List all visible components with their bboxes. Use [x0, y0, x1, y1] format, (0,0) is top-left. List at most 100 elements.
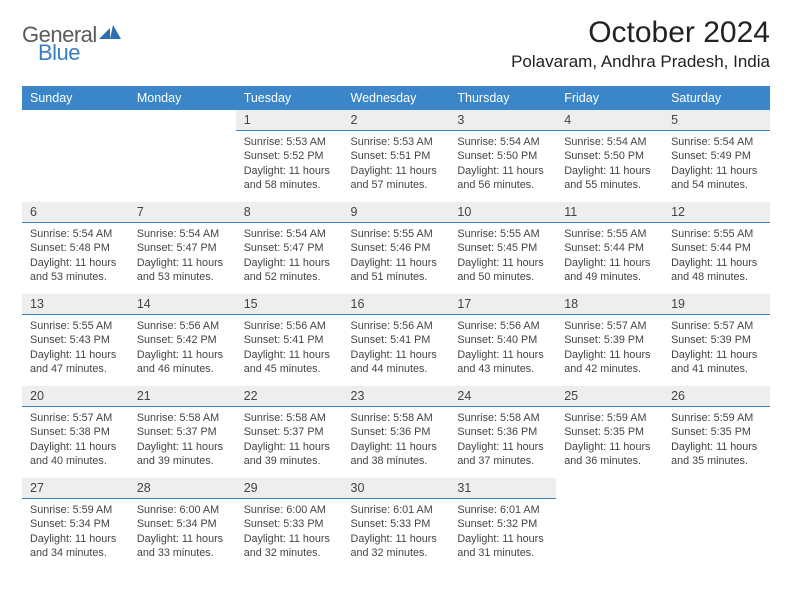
day-line: Sunrise: 5:56 AM: [351, 320, 433, 332]
day-content-row: Sunrise: 5:59 AMSunset: 5:34 PMDaylight:…: [22, 499, 770, 571]
day-number: 5: [663, 110, 770, 131]
day-cell: Sunrise: 5:56 AMSunset: 5:42 PMDaylight:…: [129, 315, 236, 387]
day-cell: [663, 499, 770, 571]
day-number: 3: [449, 110, 556, 131]
day-number: 25: [556, 386, 663, 407]
day-cell: Sunrise: 6:00 AM Sunset: 5:33 PM Daylight:…: [236, 499, 343, 571]
day-number: 8: [236, 202, 343, 223]
day-number: 9: [343, 202, 450, 223]
day-line: Daylight: 11 hours: [457, 165, 543, 177]
calendar-body: 12345Sunrise: 5:53 AMSunset: 5:52 PMDayl…: [22, 110, 770, 570]
day-line: Sunrise: 5:58 AM: [244, 412, 326, 424]
day-header: Saturday: [663, 86, 770, 110]
day-line: Sunrise: 5:55 AM: [457, 228, 539, 240]
day-line: Sunrise: 5:54 AM: [137, 228, 219, 240]
day-line: Daylight: 11 hours: [137, 533, 223, 545]
day-line: and 53 minutes.: [30, 271, 107, 283]
day-line: Daylight: 11 hours: [137, 257, 223, 269]
calendar-table: Sunday Monday Tuesday Wednesday Thursday…: [22, 86, 770, 570]
day-line: and 55 minutes.: [564, 179, 641, 191]
day-cell: Sunrise: 5:54 AMSunset: 5:50 PMDaylight:…: [556, 131, 663, 203]
day-number-row: 20212223242526: [22, 386, 770, 407]
day-line: Sunrise: 5:59 AM: [30, 504, 112, 516]
day-cell: Sunrise: 5:55 AMSunset: 5:46 PMDaylight:…: [343, 223, 450, 295]
day-header: Thursday: [449, 86, 556, 110]
day-number: 20: [22, 386, 129, 407]
day-number-row: 13141516171819: [22, 294, 770, 315]
day-header: Wednesday: [343, 86, 450, 110]
day-cell: Sunrise: 5:53 AMSunset: 5:52 PMDaylight:…: [236, 131, 343, 203]
day-cell: Sunrise: 5:58 AMSunset: 5:37 PMDaylight:…: [236, 407, 343, 479]
day-line: Sunset: 5:47 PM: [137, 242, 217, 254]
day-line: Daylight: 11 hours: [351, 165, 437, 177]
day-line: and 34 minutes.: [30, 547, 107, 559]
day-line: Sunset: 5:48 PM: [30, 242, 110, 254]
day-line: Sunrise: 5:56 AM: [457, 320, 539, 332]
day-line: Sunrise: 5:54 AM: [30, 228, 112, 240]
day-line: Daylight: 11 hours: [671, 257, 757, 269]
day-line: Daylight: 11 hours: [671, 349, 757, 361]
day-line: and 31 minutes.: [457, 547, 534, 559]
day-cell: Sunrise: 5:53 AMSunset: 5:51 PMDaylight:…: [343, 131, 450, 203]
day-cell: Sunrise: 5:54 AMSunset: 5:50 PMDaylight:…: [449, 131, 556, 203]
day-line: Sunset: 5:39 PM: [671, 334, 751, 346]
day-content-row: Sunrise: 5:53 AMSunset: 5:52 PMDaylight:…: [22, 131, 770, 203]
day-cell: Sunrise: 5:55 AMSunset: 5:44 PMDaylight:…: [663, 223, 770, 295]
day-line: and 33 minutes.: [137, 547, 214, 559]
day-cell: Sunrise: 5:59 AMSunset: 5:35 PMDaylight:…: [556, 407, 663, 479]
day-line: Sunset: 5:33 PM: [244, 518, 324, 530]
location: Polavaram, Andhra Pradesh, India: [511, 52, 770, 72]
day-cell: Sunrise: 5:58 AMSunset: 5:37 PMDaylight:…: [129, 407, 236, 479]
day-line: Sunset: 5:33 PM: [351, 518, 431, 530]
day-line: Sunset: 5:44 PM: [564, 242, 644, 254]
day-number: 1: [236, 110, 343, 131]
day-cell: Sunrise: 5:59 AMSunset: 5:35 PMDaylight:…: [663, 407, 770, 479]
day-line: Daylight: 11 hours: [564, 165, 650, 177]
day-line: Sunset: 5:36 PM: [351, 426, 431, 438]
day-line: and 42 minutes.: [564, 363, 641, 375]
day-cell: Sunrise: 5:55 AMSunset: 5:43 PMDaylight:…: [22, 315, 129, 387]
day-number: 19: [663, 294, 770, 315]
day-number: 29: [236, 478, 343, 499]
day-number: 16: [343, 294, 450, 315]
day-line: and 43 minutes.: [457, 363, 534, 375]
day-line: Sunset: 5:32 PM: [457, 518, 537, 530]
day-content-row: Sunrise: 5:55 AMSunset: 5:43 PMDaylight:…: [22, 315, 770, 387]
day-line: and 53 minutes.: [137, 271, 214, 283]
day-number: 23: [343, 386, 450, 407]
day-line: Daylight: 11 hours: [671, 165, 757, 177]
day-cell: Sunrise: 5:57 AM Sunset: 5:39 PM Daylight:…: [663, 315, 770, 387]
day-number: 30: [343, 478, 450, 499]
day-line: Sunset: 5:35 PM: [564, 426, 644, 438]
day-line: and 32 minutes.: [351, 547, 428, 559]
day-number: 2: [343, 110, 450, 131]
day-line: Daylight: 11 hours: [244, 533, 330, 545]
day-line: and 47 minutes.: [30, 363, 107, 375]
day-number: [22, 110, 129, 131]
day-cell: Sunrise: 5:58 AMSunset: 5:36 PMDaylight:…: [343, 407, 450, 479]
day-number: 21: [129, 386, 236, 407]
day-line: Sunrise: 5:57 AM: [671, 320, 753, 332]
day-line: Sunset: 5:37 PM: [137, 426, 217, 438]
day-line: Daylight: 11 hours: [351, 441, 437, 453]
day-line: Sunset: 5:40 PM: [457, 334, 537, 346]
day-line: Sunset: 5:43 PM: [30, 334, 110, 346]
day-number: 28: [129, 478, 236, 499]
day-line: Sunset: 5:46 PM: [351, 242, 431, 254]
day-line: Sunset: 5:38 PM: [30, 426, 110, 438]
day-line: Sunrise: 5:53 AM: [244, 136, 326, 148]
day-line: Sunset: 5:45 PM: [457, 242, 537, 254]
day-number: 7: [129, 202, 236, 223]
day-line: and 44 minutes.: [351, 363, 428, 375]
day-cell: Sunrise: 6:00 AMSunset: 5:34 PMDaylight:…: [129, 499, 236, 571]
day-cell: Sunrise: 5:58 AMSunset: 5:36 PMDaylight:…: [449, 407, 556, 479]
day-line: Sunrise: 6:00 AM: [244, 504, 326, 516]
day-number: 18: [556, 294, 663, 315]
day-number: [663, 478, 770, 499]
day-line: and 49 minutes.: [564, 271, 641, 283]
day-line: Sunrise: 5:54 AM: [244, 228, 326, 240]
day-header: Friday: [556, 86, 663, 110]
day-line: and 50 minutes.: [457, 271, 534, 283]
day-line: and 38 minutes.: [351, 455, 428, 467]
day-header: Tuesday: [236, 86, 343, 110]
